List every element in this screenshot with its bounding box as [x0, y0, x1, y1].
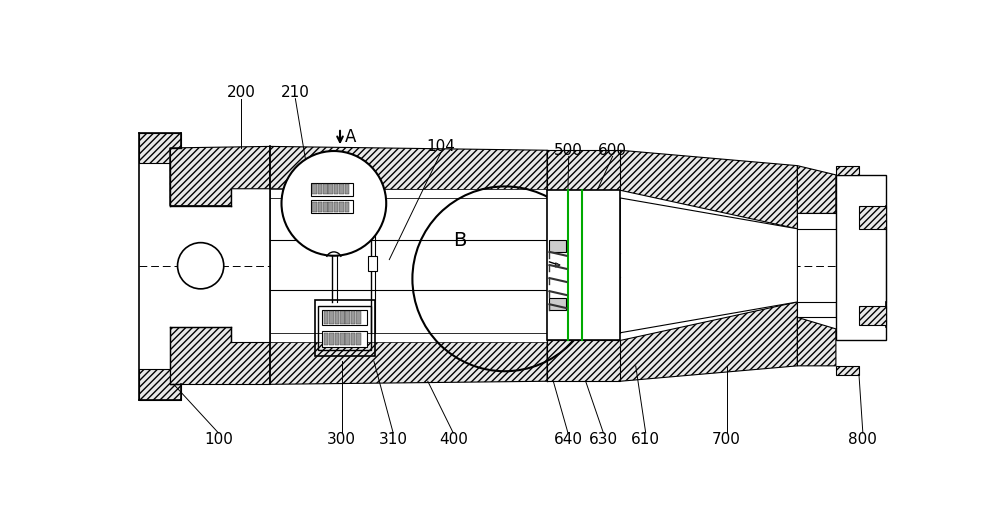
Bar	[368, 256, 377, 271]
Bar	[351, 333, 355, 345]
Polygon shape	[797, 165, 836, 213]
Bar	[836, 165, 859, 175]
Polygon shape	[170, 327, 270, 384]
Polygon shape	[620, 150, 797, 229]
Bar	[345, 202, 349, 212]
Bar	[315, 300, 375, 356]
Polygon shape	[170, 147, 270, 206]
Bar	[549, 240, 566, 252]
Text: 210: 210	[281, 85, 310, 100]
Polygon shape	[270, 340, 547, 384]
Bar	[318, 202, 322, 212]
Bar	[312, 184, 317, 194]
Bar	[859, 206, 886, 229]
Bar	[328, 184, 333, 194]
Polygon shape	[797, 213, 836, 229]
Bar	[345, 184, 349, 194]
Bar	[340, 311, 345, 324]
Bar	[356, 311, 361, 324]
Bar	[356, 333, 361, 345]
Bar	[335, 333, 339, 345]
Text: 104: 104	[426, 139, 455, 154]
Text: 640: 640	[553, 432, 582, 446]
Bar	[328, 202, 333, 212]
Text: 600: 600	[598, 143, 627, 158]
Text: 400: 400	[439, 432, 468, 446]
Circle shape	[178, 242, 224, 289]
Bar	[322, 310, 367, 325]
Polygon shape	[797, 317, 836, 366]
Text: A: A	[345, 128, 356, 146]
Polygon shape	[620, 302, 797, 381]
Bar	[329, 333, 334, 345]
Text: 630: 630	[589, 432, 618, 446]
Polygon shape	[556, 262, 560, 267]
Bar	[549, 298, 566, 310]
Text: 610: 610	[631, 432, 660, 446]
Bar	[340, 333, 345, 345]
Bar	[323, 184, 328, 194]
Polygon shape	[797, 302, 836, 317]
Polygon shape	[270, 147, 547, 190]
Bar	[351, 311, 355, 324]
Text: 310: 310	[379, 432, 408, 446]
Bar	[270, 198, 547, 333]
Bar	[547, 190, 620, 340]
Polygon shape	[139, 369, 181, 400]
Text: 800: 800	[848, 432, 877, 446]
Polygon shape	[547, 340, 620, 381]
Polygon shape	[620, 198, 797, 333]
Bar	[329, 311, 334, 324]
Bar	[323, 202, 328, 212]
Bar	[318, 184, 322, 194]
Bar	[334, 184, 338, 194]
Text: 300: 300	[327, 432, 356, 446]
Polygon shape	[139, 132, 181, 163]
Bar	[339, 202, 344, 212]
Bar	[322, 331, 367, 347]
Text: 200: 200	[227, 85, 256, 100]
Bar	[339, 184, 344, 194]
Text: 500: 500	[554, 143, 583, 158]
Bar	[324, 333, 328, 345]
Bar	[270, 333, 547, 342]
Bar	[324, 311, 328, 324]
Bar	[345, 333, 350, 345]
Polygon shape	[547, 150, 620, 190]
Bar	[270, 189, 547, 198]
Text: B: B	[453, 231, 467, 250]
Bar	[334, 202, 338, 212]
Text: 700: 700	[712, 432, 741, 446]
Circle shape	[282, 151, 386, 256]
Text: 100: 100	[204, 432, 233, 446]
Bar	[836, 175, 886, 340]
Bar	[345, 311, 350, 324]
Bar	[311, 182, 353, 196]
Bar	[312, 202, 317, 212]
Bar	[859, 306, 886, 325]
Bar	[318, 306, 371, 350]
Bar	[311, 200, 353, 213]
Bar	[335, 311, 339, 324]
Bar	[836, 366, 859, 375]
